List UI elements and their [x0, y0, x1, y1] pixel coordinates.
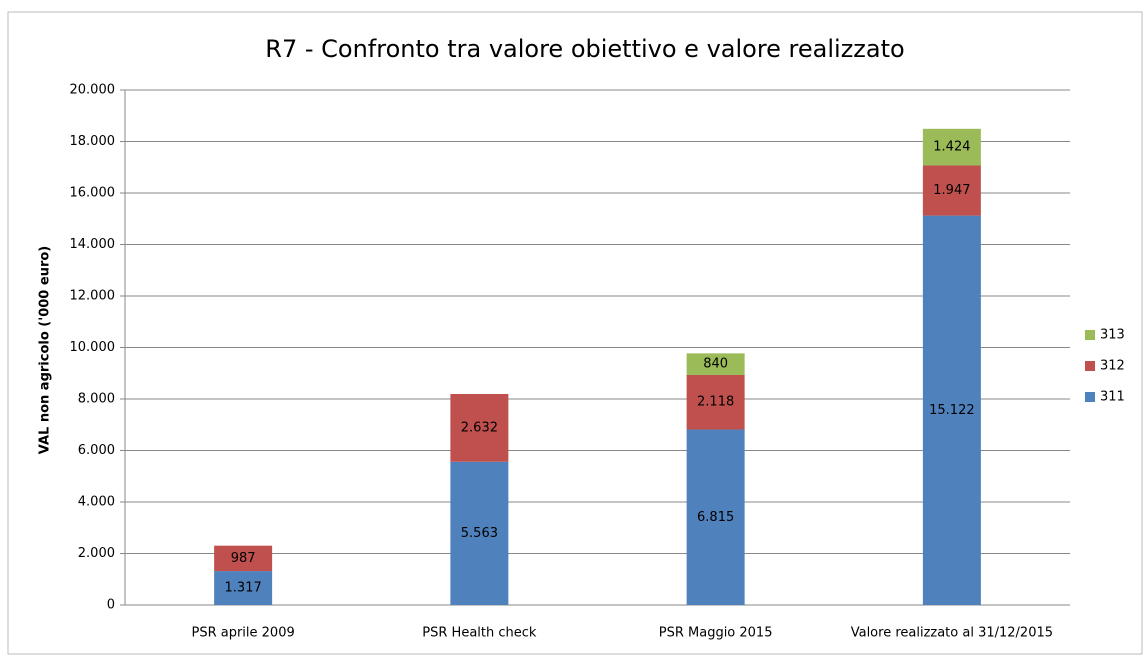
y-tick-label: 4.000	[78, 495, 115, 510]
legend-swatch	[1085, 361, 1095, 371]
bar-segment	[922, 128, 981, 166]
data-label: 5.563	[461, 526, 498, 541]
data-label: 2.118	[697, 395, 734, 410]
y-tick-label: 2.000	[78, 546, 115, 561]
data-label: 1.317	[225, 581, 262, 596]
legend-swatch	[1085, 330, 1095, 340]
data-label: 1.424	[933, 140, 970, 155]
bar-segment	[214, 571, 273, 605]
y-tick-label: 18.000	[70, 134, 116, 149]
legend-label: 311	[1100, 390, 1125, 405]
y-tick-label: 12.000	[70, 289, 116, 304]
x-tick-label: PSR Maggio 2015	[659, 626, 773, 641]
x-tick-label: Valore realizzato al 31/12/2015	[851, 626, 1053, 641]
chart-title: R7 - Confronto tra valore obiettivo e va…	[265, 35, 904, 63]
y-axis-label: VAL non agricolo ('000 euro)	[38, 246, 53, 454]
bar-segment	[450, 461, 509, 605]
bar-segment	[686, 353, 745, 375]
bar-segment	[686, 374, 745, 430]
data-label: 15.122	[929, 403, 975, 418]
y-tick-label: 20.000	[70, 83, 116, 98]
legend-label: 313	[1100, 328, 1125, 343]
legend-swatch	[1085, 392, 1095, 402]
data-label: 987	[231, 551, 256, 566]
y-tick-label: 0	[107, 598, 115, 613]
x-tick-label: PSR Health check	[422, 626, 537, 641]
bar-segment	[686, 429, 745, 605]
bar-segment	[214, 545, 273, 572]
y-tick-label: 6.000	[78, 443, 115, 458]
y-tick-label: 8.000	[78, 392, 115, 407]
data-label: 2.632	[461, 420, 498, 435]
data-label: 6.815	[697, 510, 734, 525]
y-tick-label: 10.000	[70, 340, 116, 355]
x-tick-label: PSR aprile 2009	[191, 626, 294, 641]
bar-segment	[922, 215, 981, 605]
y-tick-label: 16.000	[70, 186, 116, 201]
y-tick-label: 14.000	[70, 237, 116, 252]
data-label: 1.947	[933, 183, 970, 198]
bar-segment	[450, 393, 509, 462]
data-label: 840	[703, 357, 728, 372]
bar-segment	[922, 165, 981, 216]
legend-label: 312	[1100, 359, 1125, 374]
